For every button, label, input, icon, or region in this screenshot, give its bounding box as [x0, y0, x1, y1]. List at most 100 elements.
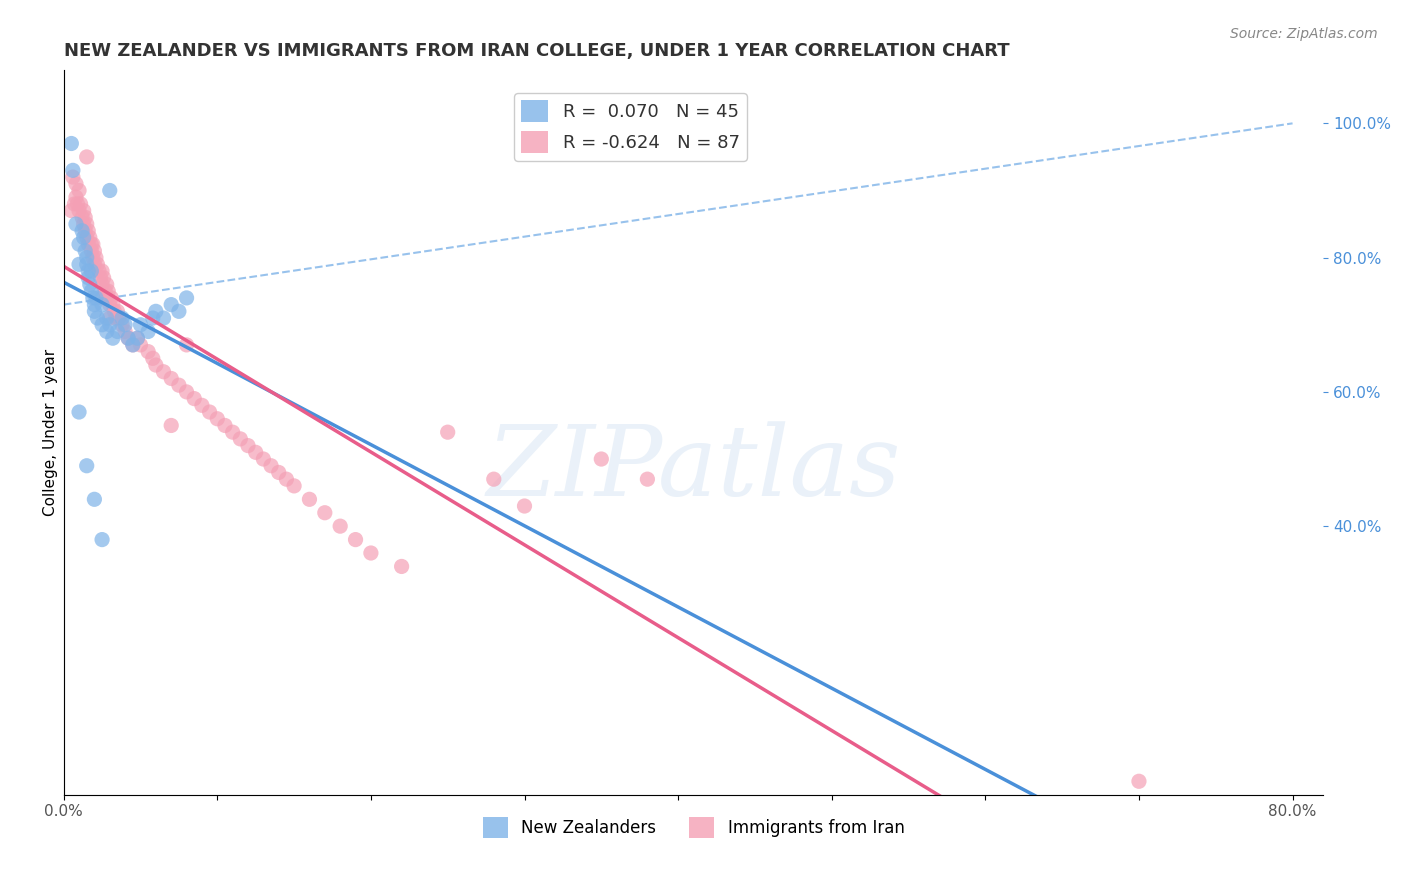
Point	[513, 499, 536, 513]
Point	[96, 291, 118, 305]
Point	[62, 170, 84, 185]
Point	[69, 197, 91, 211]
Point	[96, 277, 118, 292]
Point	[96, 311, 118, 326]
Point	[129, 338, 152, 352]
Point	[63, 197, 86, 211]
Point	[121, 338, 143, 352]
Point	[183, 392, 205, 406]
Text: NEW ZEALANDER VS IMMIGRANTS FROM IRAN COLLEGE, UNDER 1 YEAR CORRELATION CHART: NEW ZEALANDER VS IMMIGRANTS FROM IRAN CO…	[63, 42, 1010, 60]
Point	[260, 458, 283, 473]
Point	[252, 452, 274, 467]
Point	[1128, 774, 1150, 789]
Point	[66, 197, 89, 211]
Point	[80, 284, 103, 298]
Point	[114, 318, 136, 332]
Point	[167, 304, 190, 318]
Point	[96, 325, 118, 339]
Point	[91, 291, 114, 305]
Point	[591, 452, 613, 467]
Point	[107, 304, 129, 318]
Point	[93, 270, 115, 285]
Point	[80, 264, 103, 278]
Point	[214, 418, 236, 433]
Point	[145, 304, 167, 318]
Point	[77, 270, 100, 285]
Point	[67, 405, 90, 419]
Point	[136, 325, 159, 339]
Point	[80, 237, 103, 252]
Point	[67, 237, 90, 252]
Point	[636, 472, 658, 486]
Point	[75, 211, 97, 225]
Point	[100, 291, 122, 305]
Point	[97, 284, 120, 298]
Point	[65, 177, 87, 191]
Point	[91, 277, 114, 292]
Point	[245, 445, 267, 459]
Point	[344, 533, 367, 547]
Point	[391, 559, 413, 574]
Point	[86, 311, 108, 326]
Point	[82, 237, 104, 252]
Point	[142, 351, 165, 366]
Point	[77, 237, 100, 252]
Point	[72, 203, 94, 218]
Point	[160, 298, 183, 312]
Point	[80, 244, 103, 258]
Text: ZIPatlas: ZIPatlas	[486, 421, 901, 516]
Point	[107, 325, 129, 339]
Point	[72, 217, 94, 231]
Point	[117, 331, 139, 345]
Point	[77, 224, 100, 238]
Point	[77, 264, 100, 278]
Point	[82, 291, 104, 305]
Point	[94, 284, 117, 298]
Point	[176, 338, 198, 352]
Point	[329, 519, 352, 533]
Point	[60, 203, 83, 218]
Point	[176, 384, 198, 399]
Point	[79, 277, 101, 292]
Point	[84, 291, 107, 305]
Point	[98, 184, 121, 198]
Point	[62, 163, 84, 178]
Y-axis label: College, Under 1 year: College, Under 1 year	[44, 349, 58, 516]
Point	[70, 224, 93, 238]
Point	[65, 190, 87, 204]
Point	[127, 331, 149, 345]
Point	[191, 398, 214, 412]
Point	[79, 230, 101, 244]
Point	[67, 203, 90, 218]
Point	[436, 425, 458, 440]
Point	[108, 311, 131, 326]
Point	[67, 184, 90, 198]
Point	[84, 251, 107, 265]
Point	[83, 492, 105, 507]
Point	[75, 244, 97, 258]
Point	[360, 546, 382, 560]
Point	[91, 318, 114, 332]
Point	[72, 230, 94, 244]
Point	[91, 533, 114, 547]
Point	[104, 311, 127, 326]
Text: Source: ZipAtlas.com: Source: ZipAtlas.com	[1230, 27, 1378, 41]
Point	[129, 318, 152, 332]
Point	[111, 318, 134, 332]
Point	[91, 264, 114, 278]
Point	[314, 506, 336, 520]
Point	[236, 439, 259, 453]
Point	[103, 304, 125, 318]
Point	[160, 418, 183, 433]
Point	[67, 257, 90, 271]
Point	[76, 458, 98, 473]
Point	[75, 224, 97, 238]
Point	[83, 304, 105, 318]
Point	[70, 211, 93, 225]
Point	[267, 466, 290, 480]
Point	[160, 371, 183, 385]
Point	[86, 257, 108, 271]
Point	[101, 298, 124, 312]
Point	[76, 257, 98, 271]
Point	[221, 425, 243, 440]
